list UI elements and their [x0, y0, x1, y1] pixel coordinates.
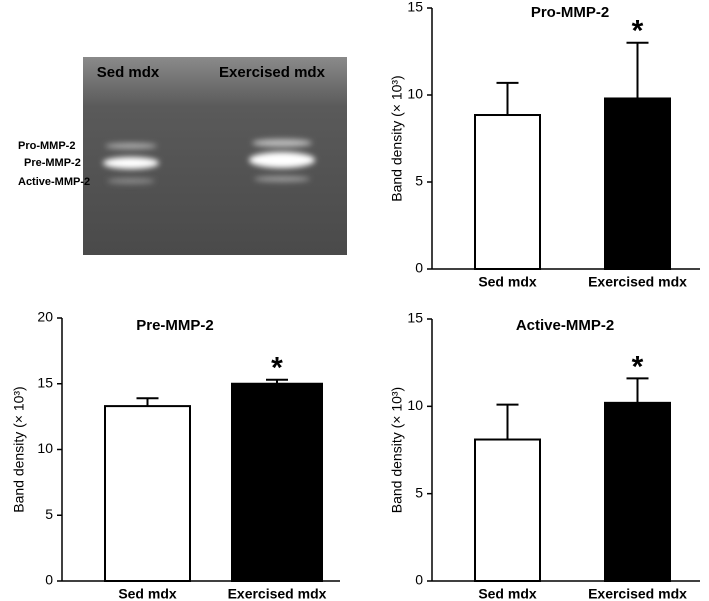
y-tick-label: 5: [45, 506, 53, 522]
gel-band: [107, 178, 155, 184]
lane-label: Sed mdx: [97, 64, 160, 81]
significance-marker: *: [632, 15, 644, 48]
y-tick-label: 15: [37, 374, 53, 390]
bar: [604, 401, 671, 582]
gel-band: [105, 143, 157, 149]
y-tick-label: 10: [407, 86, 423, 102]
band-label: Pre-MMP-2: [24, 157, 81, 169]
bar-chart: Pro-MMP-2 Band density (× 10³) 0 5 10 15 Sed m…: [389, 0, 700, 290]
x-tick-label: Sed mdx: [478, 274, 537, 290]
chart-title: Pro-MMP-2: [531, 4, 609, 21]
gel-band: [249, 152, 315, 168]
bar: [104, 405, 191, 583]
bar: [474, 438, 541, 582]
lane-label: Exercised mdx: [219, 64, 326, 81]
y-tick-label: 10: [407, 397, 423, 413]
x-tick-label: Sed mdx: [118, 586, 177, 601]
bar: [231, 382, 323, 582]
x-tick-label: Exercised mdx: [588, 274, 687, 290]
bar-chart: Active-MMP-2 Band density (× 10³) 0 5 10 15 Se…: [389, 310, 700, 601]
y-tick-label: 15: [407, 0, 423, 15]
gel-band: [254, 176, 310, 182]
bar: [474, 114, 541, 271]
band-label: Active-MMP-2: [18, 176, 90, 188]
gel-band: [103, 157, 159, 169]
y-tick-label: 0: [415, 260, 423, 276]
gel-band: [252, 139, 312, 147]
y-axis-label: Band density (× 10³): [11, 386, 27, 512]
y-axis-label: Band density (× 10³): [389, 75, 405, 201]
x-tick-label: Exercised mdx: [588, 586, 687, 601]
x-tick-label: Sed mdx: [478, 586, 537, 601]
y-tick-label: 5: [415, 173, 423, 189]
significance-marker: *: [271, 352, 283, 385]
bar: [604, 97, 671, 271]
y-tick-label: 0: [45, 572, 53, 588]
x-tick-label: Exercised mdx: [228, 586, 327, 601]
y-tick-label: 5: [415, 484, 423, 500]
gel-panel: Sed mdx Exercised mdx Pro-MMP-2 Pre-MMP-…: [18, 57, 347, 255]
chart-title: Pre-MMP-2: [136, 317, 214, 334]
bar-chart: Pre-MMP-2 Band density (× 10³) 0 5 10 15 20 Sed…: [11, 309, 340, 601]
y-tick-label: 15: [407, 310, 423, 326]
significance-marker: *: [632, 350, 644, 383]
band-label: Pro-MMP-2: [18, 140, 75, 152]
chart-title: Active-MMP-2: [516, 317, 614, 334]
y-tick-label: 10: [37, 440, 53, 456]
y-axis-label: Band density (× 10³): [389, 387, 405, 513]
y-tick-label: 20: [37, 309, 53, 325]
y-tick-label: 0: [415, 572, 423, 588]
